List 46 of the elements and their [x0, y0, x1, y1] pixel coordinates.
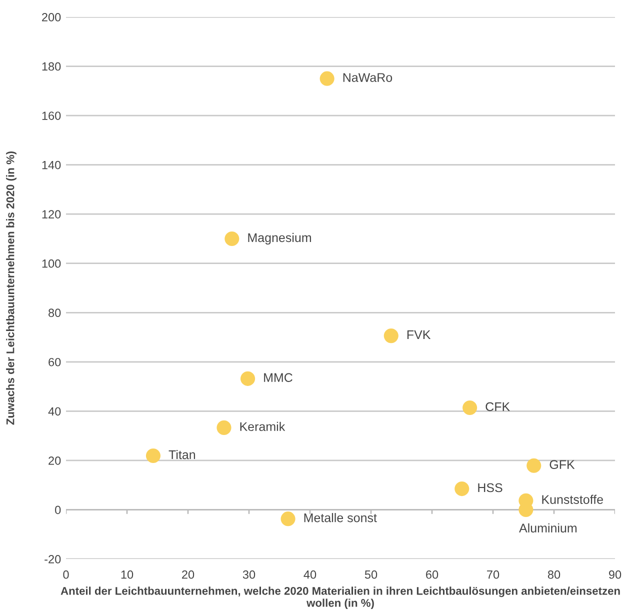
- annotation: HSS: [478, 483, 502, 492]
- x-tick-label: 0: [63, 570, 69, 579]
- point: [240, 371, 256, 386]
- x-tick-label: 60: [426, 570, 438, 579]
- point: [216, 420, 232, 435]
- annotation: FVK: [407, 330, 431, 340]
- annotation: Kunststoffe: [542, 494, 603, 504]
- y-tick-label: 140: [42, 160, 61, 170]
- point: [526, 458, 542, 473]
- x-tick-label: 10: [121, 570, 134, 579]
- x-tick-label: 50: [364, 570, 378, 579]
- y-tick-label: 80: [48, 308, 61, 318]
- x-tick-label: 70: [487, 570, 500, 579]
- x-tick-label: 90: [608, 570, 622, 579]
- annotation: Keramik: [240, 422, 286, 432]
- x-axis-title: Anteil der Leichtbauunternehmen, welche 2020 Materialien in ihren Leichtbaulösungen anbieten/einsetzen wollen (in %): [60, 586, 620, 610]
- point: [462, 400, 478, 416]
- y-tick-label: 0: [55, 506, 61, 514]
- annotation: GFK: [550, 460, 575, 469]
- x-tick-label: 80: [548, 570, 560, 579]
- y-axis-title: Zuwachs der Leichtbauunternehmen bis 2020 (in %): [6, 151, 16, 425]
- y-tick-label: 20: [48, 456, 61, 465]
- point: [146, 448, 161, 464]
- x-tick-label: 30: [242, 570, 256, 579]
- annotation: Metalle sonst: [304, 513, 377, 522]
- annotation: Titan: [168, 450, 196, 460]
- annotation: NaWaRo: [343, 73, 392, 82]
- x-tick-label: 20: [182, 570, 194, 579]
- y-tick-label: 40: [48, 407, 61, 416]
- point: [320, 71, 334, 86]
- y-tick-label: 60: [48, 358, 61, 366]
- y-tick-label: 180: [42, 62, 61, 71]
- annotation: Aluminium: [519, 523, 577, 533]
- y-tick-label: -20: [44, 555, 61, 564]
- y-tick-label: 100: [42, 259, 61, 268]
- annotation: MMC: [264, 373, 292, 382]
- y-tick-label: 160: [42, 112, 61, 120]
- y-tick-label: 120: [42, 210, 61, 218]
- annotation: Magnesium: [248, 232, 311, 245]
- y-tick-label: 200: [42, 13, 61, 22]
- point: [384, 328, 398, 344]
- point: [280, 512, 296, 526]
- annotation: CFK: [486, 402, 510, 412]
- x-tick-label: 40: [304, 570, 316, 579]
- point: [224, 231, 240, 246]
- point: [454, 482, 470, 496]
